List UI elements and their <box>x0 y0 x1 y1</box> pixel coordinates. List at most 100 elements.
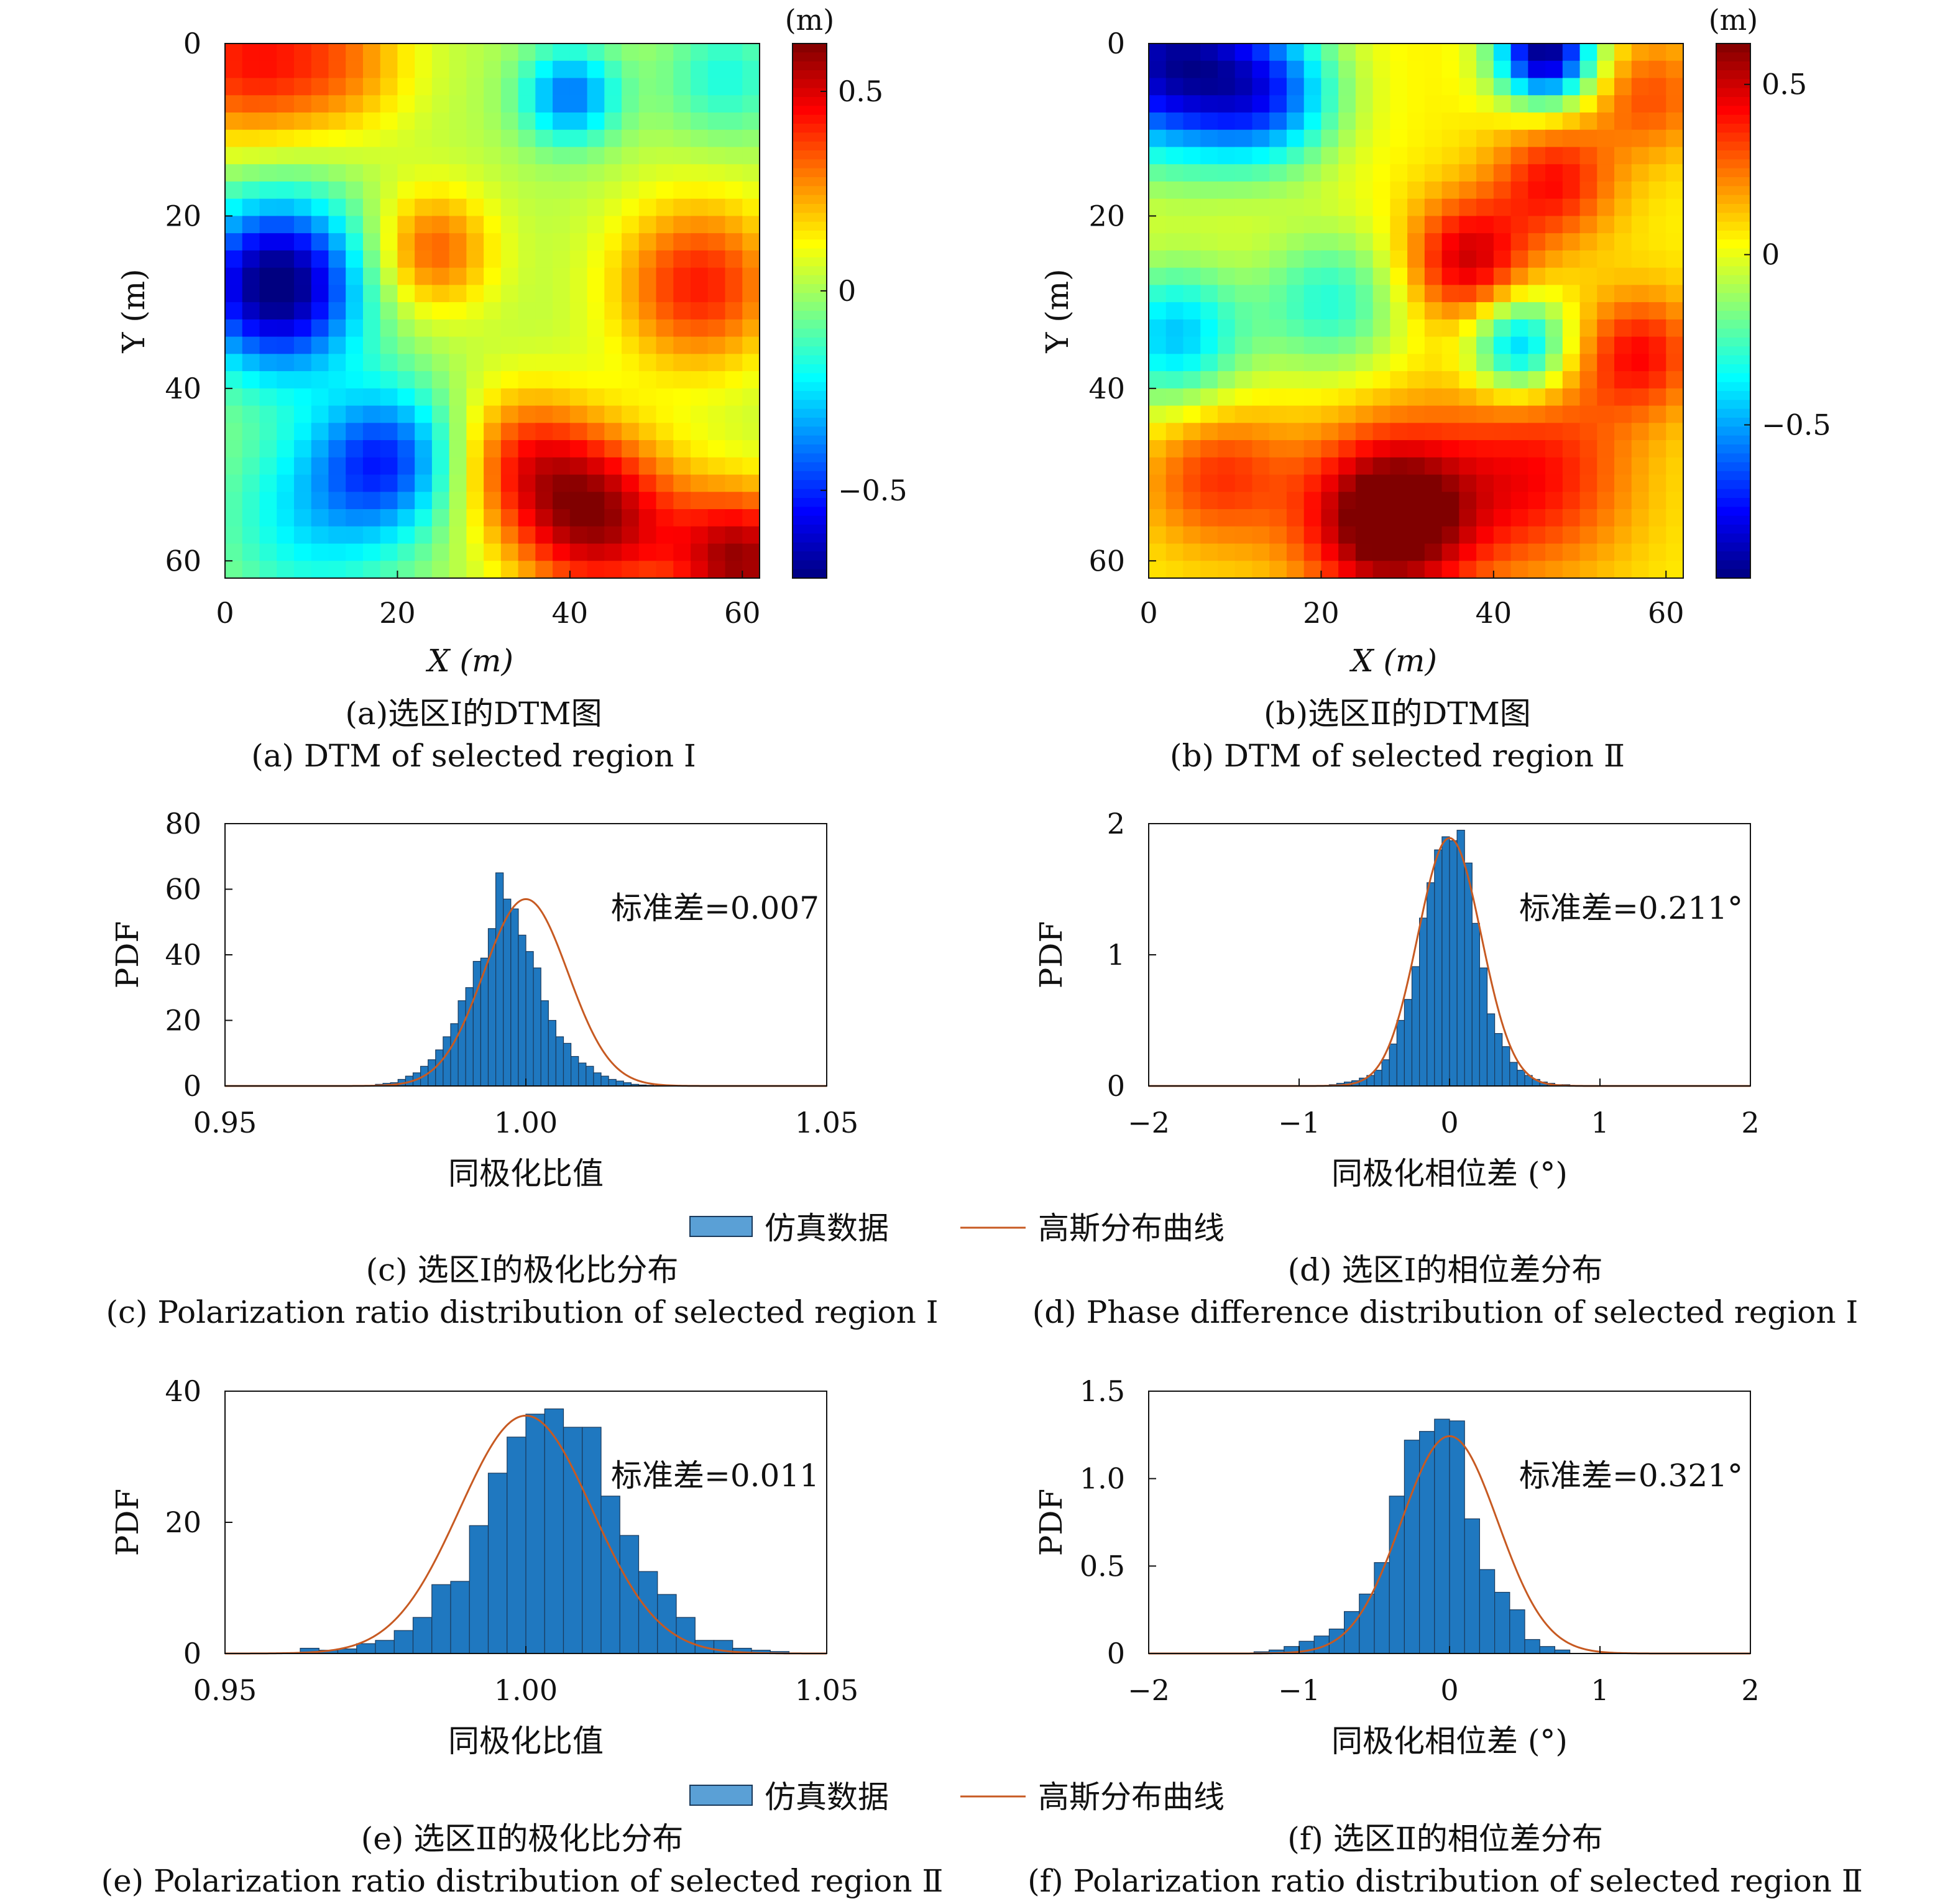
heatmap-cell <box>1200 267 1218 285</box>
heatmap-cell <box>1303 440 1322 458</box>
heatmap-cell <box>449 147 467 165</box>
heatmap-cell <box>1459 267 1477 285</box>
heatmap-cell <box>1441 250 1459 269</box>
heatmap-cell <box>1200 388 1218 407</box>
x-tick-label: 1.05 <box>795 1106 858 1139</box>
heatmap-cell <box>553 492 571 510</box>
heatmap-cell <box>449 129 467 148</box>
heatmap-cell <box>449 336 467 354</box>
heatmap-cell <box>707 474 726 492</box>
heatmap-cell <box>311 319 329 338</box>
heatmap-cell <box>1614 216 1632 234</box>
heatmap-cell <box>742 147 760 165</box>
heatmap-cell <box>500 164 519 182</box>
heatmap-cell <box>242 285 260 303</box>
heatmap-cell <box>1648 233 1666 251</box>
colorbar-segment <box>793 355 827 365</box>
heatmap-cell <box>638 440 657 458</box>
heatmap-cell <box>1579 354 1597 372</box>
heatmap-cell <box>535 112 553 131</box>
heatmap-cell <box>1269 561 1287 579</box>
std-annotation: 标准差=0.211° <box>1519 890 1743 926</box>
histogram-bar <box>1539 1646 1555 1654</box>
heatmap-cell <box>1510 561 1528 579</box>
heatmap-cell <box>656 267 674 285</box>
heatmap-cell <box>431 95 450 113</box>
heatmap-cell <box>518 78 536 96</box>
legend: 仿真数据 高斯分布曲线 <box>689 1779 1225 1815</box>
heatmap-cell <box>1441 474 1459 492</box>
colorbar-segment <box>1716 507 1750 517</box>
colorbar-segment <box>793 338 827 347</box>
heatmap-cell <box>1631 285 1650 303</box>
heatmap-cell <box>1390 147 1408 165</box>
histogram-bar <box>1374 1070 1382 1087</box>
legend-label-data: 仿真数据 <box>765 1779 889 1815</box>
heatmap-cell <box>1372 216 1390 234</box>
heatmap-cell <box>1269 457 1287 476</box>
heatmap-cell <box>569 129 588 148</box>
colorbar-segment <box>1716 124 1750 133</box>
heatmap-cell <box>1355 371 1374 389</box>
histogram-bar <box>457 1000 466 1087</box>
heatmap-cell <box>1510 319 1528 338</box>
heatmap-cell <box>1252 198 1270 217</box>
heatmap-cell <box>1614 561 1632 579</box>
heatmap-cell <box>1372 543 1390 561</box>
heatmap-cell <box>1562 216 1581 234</box>
heatmap-cell <box>500 474 519 492</box>
heatmap-cell <box>1390 216 1408 234</box>
heatmap-cell <box>691 405 709 423</box>
heatmap-cell <box>553 60 571 79</box>
heatmap-cell <box>535 423 553 441</box>
heatmap-cell <box>259 423 277 441</box>
heatmap-cell <box>277 354 295 372</box>
heatmap-cell <box>1562 526 1581 545</box>
heatmap-cell <box>1562 388 1581 407</box>
heatmap-cell <box>638 233 657 251</box>
heatmap-cell <box>707 267 726 285</box>
heatmap-cell <box>691 388 709 407</box>
heatmap-cell <box>1165 561 1184 579</box>
heatmap-cell <box>1286 405 1305 423</box>
heatmap-cell <box>1648 440 1666 458</box>
heatmap-cell <box>553 95 571 113</box>
heatmap-cell <box>691 457 709 476</box>
heatmap-cell <box>1545 198 1563 217</box>
heatmap-cell <box>725 474 743 492</box>
colorbar-tick-label: −0.5 <box>1762 408 1831 442</box>
heatmap-cell <box>225 405 243 423</box>
heatmap-cell <box>569 147 588 165</box>
heatmap-cell <box>1648 250 1666 269</box>
heatmap-cell <box>1476 78 1494 96</box>
heatmap-cell <box>1528 440 1546 458</box>
heatmap-cell <box>673 250 691 269</box>
heatmap-cell <box>1493 526 1512 545</box>
heatmap-cell <box>1407 388 1425 407</box>
heatmap-cell <box>328 336 346 354</box>
heatmap-cell <box>1407 509 1425 527</box>
heatmap-cell <box>691 112 709 131</box>
heatmap-cell <box>535 216 553 234</box>
heatmap-cell <box>1183 543 1201 561</box>
heatmap-cell <box>742 457 760 476</box>
heatmap-cell <box>1286 440 1305 458</box>
heatmap-cell <box>1562 78 1581 96</box>
heatmap-cell <box>225 509 243 527</box>
heatmap-cell <box>1303 336 1322 354</box>
colorbar-segment <box>1716 453 1750 463</box>
histogram-bar <box>1464 1518 1480 1654</box>
x-tick-label: −2 <box>1128 1673 1170 1707</box>
heatmap-cell <box>1355 319 1374 338</box>
heatmap-cell <box>707 233 726 251</box>
heatmap-cell <box>259 354 277 372</box>
heatmap-cell <box>1303 216 1322 234</box>
heatmap-cell <box>518 354 536 372</box>
heatmap-cell <box>1372 336 1390 354</box>
heatmap-cell <box>449 543 467 561</box>
y-tick-label: 0 <box>1107 27 1125 60</box>
heatmap-cell <box>1441 147 1459 165</box>
heatmap-cell <box>346 526 364 545</box>
histogram-bar <box>1494 1591 1510 1654</box>
